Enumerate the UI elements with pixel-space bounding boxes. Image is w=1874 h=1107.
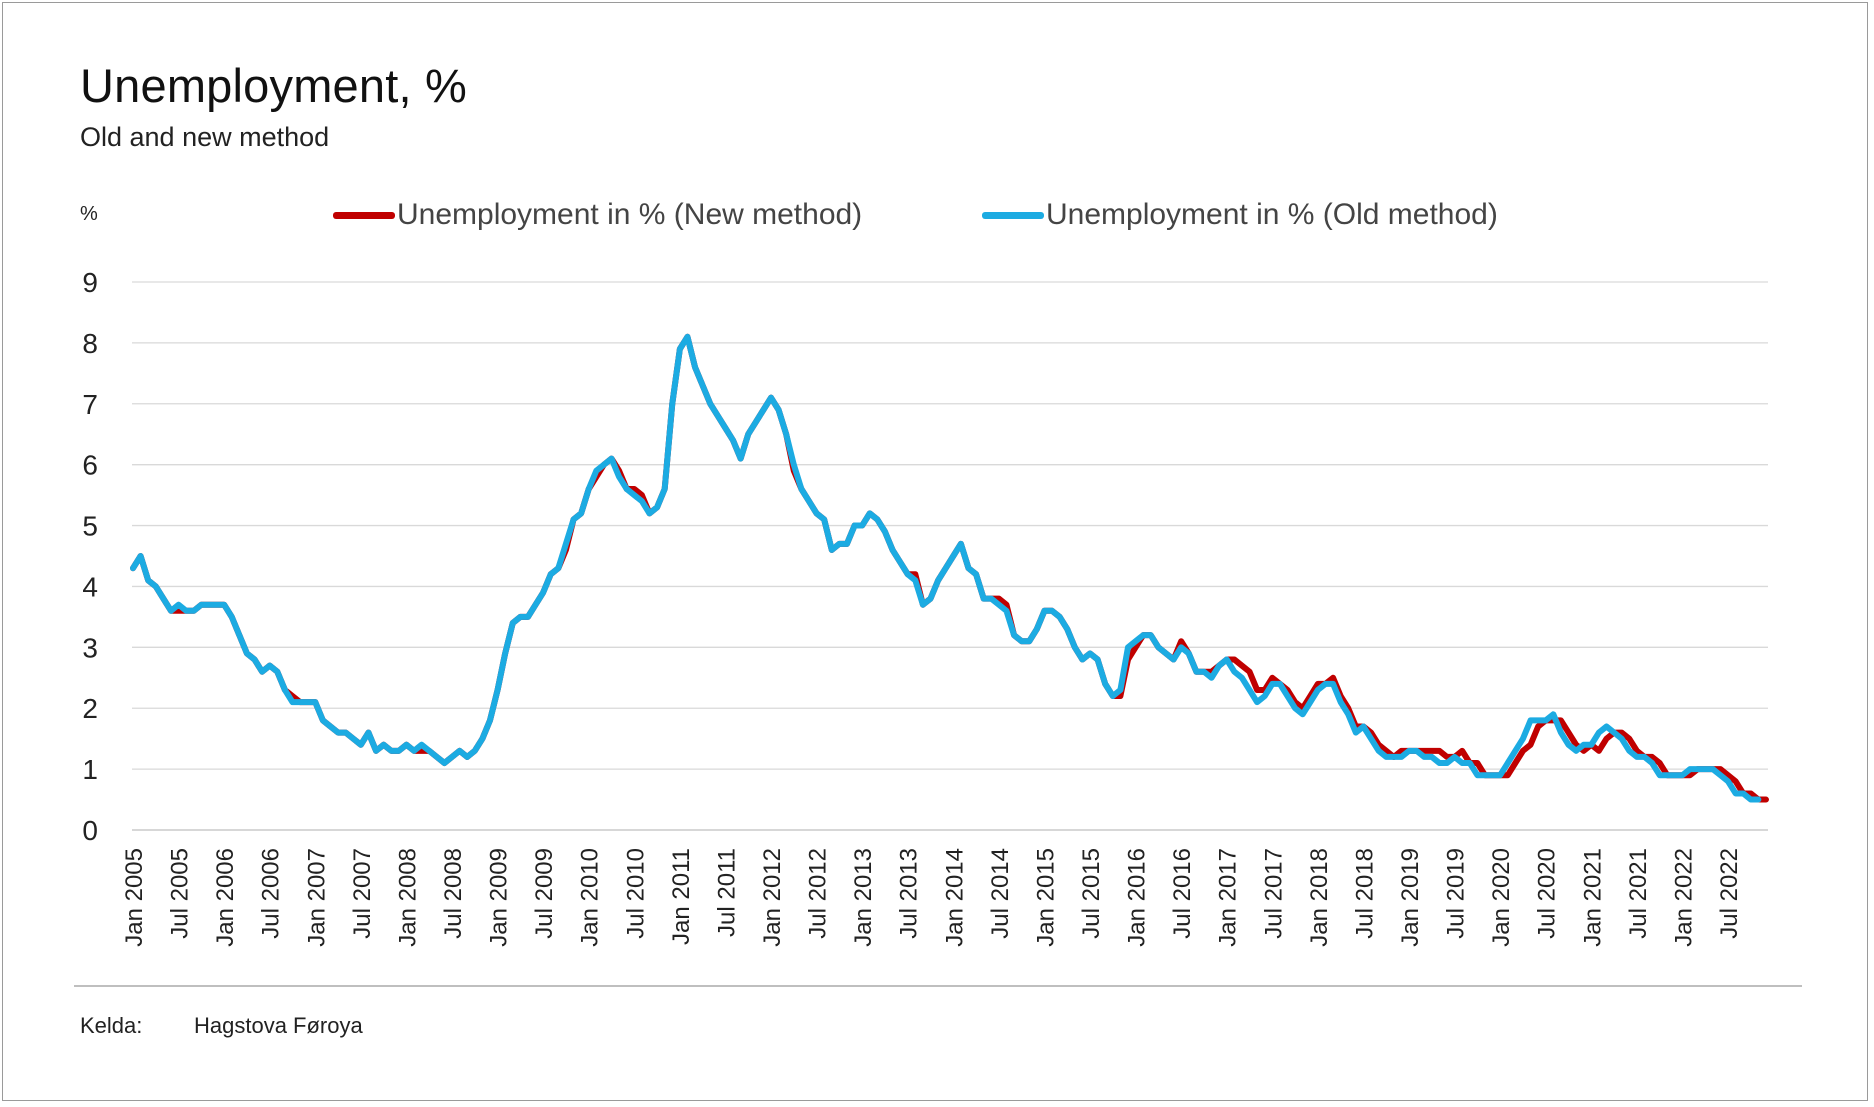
x-tick-label: Jan 2019 — [1397, 848, 1424, 947]
x-tick-label: Jan 2009 — [486, 848, 513, 947]
x-tick-label: Jan 2010 — [577, 848, 604, 947]
x-tick-label: Jul 2021 — [1625, 848, 1652, 939]
series-line-old-method — [130, 333, 1762, 803]
y-tick-label: 0 — [82, 815, 98, 846]
gridlines — [132, 281, 1768, 831]
x-tick-label: Jan 2005 — [121, 848, 148, 947]
y-axis-ticks: 0 1 2 3 4 5 6 7 8 9 — [82, 267, 98, 846]
x-tick-label: Jul 2007 — [349, 848, 376, 939]
x-tick-label: Jul 2018 — [1351, 848, 1378, 939]
y-axis-unit-label: % — [80, 203, 98, 225]
source-value: Hagstova Føroya — [194, 1013, 363, 1038]
x-tick-label: Jul 2006 — [258, 848, 285, 939]
y-tick-label: 4 — [82, 571, 98, 602]
x-tick-label: Jan 2016 — [1124, 848, 1151, 947]
y-tick-label: 8 — [82, 328, 98, 359]
x-tick-label: Jan 2014 — [941, 848, 968, 947]
y-tick-label: 5 — [82, 511, 98, 542]
x-tick-label: Jan 2017 — [1215, 848, 1242, 947]
x-tick-label: Jul 2008 — [440, 848, 467, 939]
x-tick-label: Jul 2011 — [713, 848, 740, 937]
x-tick-label: Jul 2010 — [622, 848, 649, 939]
y-tick-label: 1 — [82, 754, 98, 785]
y-tick-label: 6 — [82, 450, 98, 481]
x-tick-label: Jul 2022 — [1716, 848, 1743, 939]
x-tick-label: Jan 2008 — [394, 848, 421, 947]
series-line-new-method — [130, 333, 1769, 803]
x-tick-label: Jan 2013 — [850, 848, 877, 947]
x-tick-label: Jul 2013 — [896, 848, 923, 939]
x-tick-label: Jan 2011 — [668, 848, 695, 945]
x-tick-label: Jan 2012 — [759, 848, 786, 947]
y-tick-label: 3 — [82, 632, 98, 663]
x-tick-label: Jul 2017 — [1260, 848, 1287, 939]
y-tick-label: 2 — [82, 693, 98, 724]
x-tick-label: Jul 2019 — [1443, 848, 1470, 939]
y-tick-label: 9 — [82, 267, 98, 298]
source-label: Kelda: — [80, 1013, 143, 1038]
x-tick-label: Jan 2015 — [1032, 848, 1059, 947]
x-tick-label: Jul 2009 — [531, 848, 558, 939]
x-tick-label: Jan 2018 — [1306, 848, 1333, 947]
x-tick-label: Jul 2014 — [987, 848, 1014, 939]
x-tick-label: Jan 2021 — [1579, 848, 1606, 947]
x-tick-label: Jul 2012 — [805, 848, 832, 939]
x-tick-label: Jul 2020 — [1534, 848, 1561, 939]
footer-divider — [74, 985, 1802, 987]
x-tick-label: Jul 2016 — [1169, 848, 1196, 939]
legend-label-new-method: Unemployment in % (New method) — [397, 198, 863, 231]
legend-label-old-method: Unemployment in % (Old method) — [1046, 198, 1498, 231]
x-tick-label: Jul 2005 — [167, 848, 194, 939]
legend-item-old-method: Unemployment in % (Old method) — [982, 198, 1498, 232]
x-tick-label: Jul 2015 — [1078, 848, 1105, 939]
x-tick-label: Jan 2022 — [1670, 848, 1697, 947]
legend-swatch-new-method — [333, 211, 395, 219]
chart-title: Unemployment, % — [80, 59, 467, 112]
chart-subtitle: Old and new method — [80, 122, 330, 152]
x-axis-ticks: Jan 2005 Jul 2005 Jan 2006 Jul 2006 Jan 2007… — [121, 848, 1743, 947]
x-tick-label: Jan 2006 — [212, 848, 239, 947]
series-lines — [130, 333, 1769, 803]
y-tick-label: 7 — [82, 389, 98, 420]
x-tick-label: Jan 2020 — [1488, 848, 1515, 947]
legend-swatch-old-method — [982, 211, 1044, 219]
legend-item-new-method: Unemployment in % (New method) — [333, 198, 862, 232]
x-tick-label: Jan 2007 — [303, 848, 330, 947]
